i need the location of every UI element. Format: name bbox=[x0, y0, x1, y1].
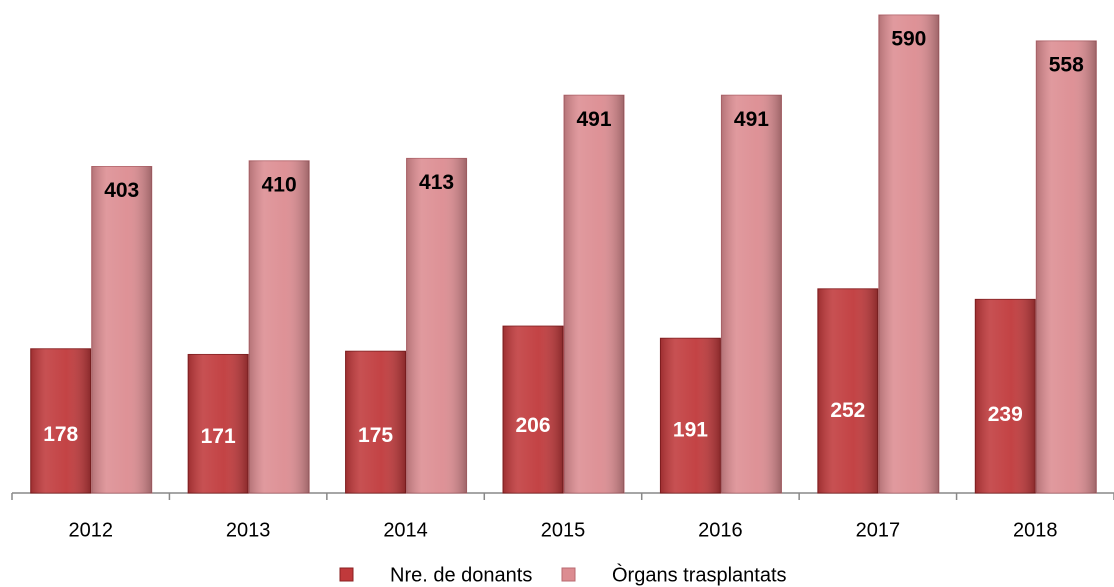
value-label: 206 bbox=[515, 414, 550, 437]
x-tick-label: 2018 bbox=[1013, 519, 1058, 541]
value-label: 491 bbox=[576, 108, 611, 131]
bar-shade bbox=[249, 160, 310, 493]
x-tick-label: 2014 bbox=[383, 519, 428, 541]
x-tick-label: 2016 bbox=[698, 519, 743, 541]
x-tick-label: 2017 bbox=[856, 519, 901, 541]
value-label: 403 bbox=[104, 179, 139, 202]
value-label: 252 bbox=[830, 399, 865, 422]
bar-shade bbox=[660, 338, 721, 493]
bar-shade bbox=[91, 166, 152, 493]
value-label: 413 bbox=[419, 171, 454, 194]
value-label: 171 bbox=[201, 425, 236, 448]
bar-shade bbox=[975, 299, 1036, 493]
value-label: 175 bbox=[358, 424, 393, 447]
bar-shade bbox=[721, 95, 782, 493]
x-tick-label: 2013 bbox=[226, 519, 271, 541]
legend-label: Nre. de donants bbox=[390, 564, 532, 586]
bar-shade bbox=[345, 351, 406, 493]
bar-shade bbox=[817, 288, 878, 493]
value-label: 410 bbox=[262, 173, 297, 196]
value-label: 491 bbox=[734, 108, 769, 131]
value-label: 590 bbox=[891, 28, 926, 51]
legend-marker bbox=[339, 567, 354, 582]
bar-shade bbox=[878, 15, 939, 493]
value-label: 239 bbox=[988, 403, 1023, 426]
value-label: 191 bbox=[673, 419, 708, 442]
bar-shade bbox=[30, 348, 91, 493]
value-label: 178 bbox=[43, 423, 78, 446]
bar-shade bbox=[406, 158, 467, 493]
x-tick-label: 2012 bbox=[68, 519, 113, 541]
x-tick-label: 2015 bbox=[541, 519, 586, 541]
value-label: 558 bbox=[1049, 53, 1084, 76]
legend-label: Òrgans trasplantats bbox=[612, 563, 787, 586]
bar-shade bbox=[564, 95, 624, 493]
bar-shade bbox=[1036, 40, 1097, 494]
legend-marker bbox=[561, 567, 576, 582]
bar-shade bbox=[503, 326, 563, 493]
bar-shade bbox=[188, 354, 249, 493]
